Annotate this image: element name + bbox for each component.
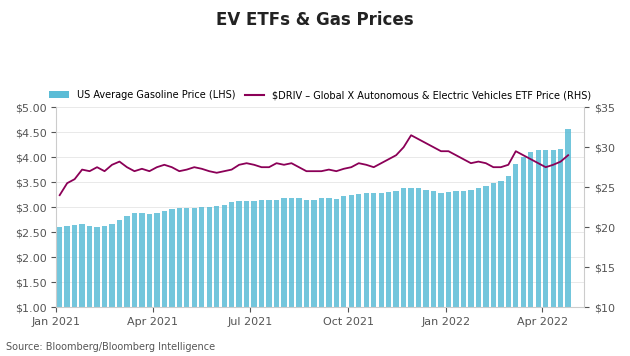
Bar	[491, 183, 496, 356]
Bar	[461, 191, 466, 356]
Bar	[184, 208, 190, 356]
Bar	[311, 200, 316, 356]
Bar	[64, 226, 70, 356]
Bar	[117, 220, 122, 356]
Bar	[124, 216, 130, 356]
Bar	[72, 225, 77, 356]
Bar	[543, 150, 548, 356]
Bar	[408, 188, 414, 356]
Bar	[551, 150, 556, 356]
Bar	[236, 201, 242, 356]
Bar	[132, 213, 137, 356]
Bar	[244, 201, 249, 356]
Bar	[319, 198, 324, 356]
Bar	[282, 198, 287, 356]
Bar	[468, 190, 474, 356]
Bar	[446, 192, 451, 356]
Bar	[326, 198, 331, 356]
Bar	[348, 195, 354, 356]
Bar	[207, 206, 212, 356]
Text: EV ETFs & Gas Prices: EV ETFs & Gas Prices	[216, 11, 414, 29]
Bar	[356, 194, 362, 356]
Bar	[176, 208, 182, 356]
Bar	[364, 193, 369, 356]
Bar	[401, 188, 406, 356]
Bar	[192, 208, 197, 356]
Bar	[274, 200, 279, 356]
Bar	[110, 224, 115, 356]
Bar	[431, 191, 436, 356]
Bar	[506, 176, 511, 356]
Bar	[379, 193, 384, 356]
Bar	[454, 191, 459, 356]
Bar	[371, 193, 376, 356]
Bar	[199, 207, 204, 356]
Bar	[259, 200, 264, 356]
Bar	[476, 188, 481, 356]
Bar	[483, 186, 488, 356]
Bar	[87, 226, 92, 356]
Bar	[438, 193, 444, 356]
Bar	[304, 200, 309, 356]
Bar	[334, 199, 339, 356]
Bar	[566, 129, 571, 356]
Bar	[139, 213, 145, 356]
Bar	[528, 152, 534, 356]
Bar	[102, 226, 107, 356]
Bar	[79, 224, 85, 356]
Bar	[513, 164, 518, 356]
Bar	[251, 201, 257, 356]
Bar	[394, 191, 399, 356]
Bar	[147, 214, 152, 356]
Bar	[229, 202, 234, 356]
Bar	[154, 213, 159, 356]
Text: Source: Bloomberg/Bloomberg Intelligence: Source: Bloomberg/Bloomberg Intelligence	[6, 342, 215, 352]
Bar	[558, 149, 563, 356]
Bar	[296, 198, 302, 356]
Bar	[416, 188, 421, 356]
Legend: US Average Gasoline Price (LHS), $DRIV – Global X Autonomous & Electric Vehicles: US Average Gasoline Price (LHS), $DRIV –…	[45, 86, 595, 104]
Bar	[214, 206, 219, 356]
Bar	[169, 209, 175, 356]
Bar	[57, 227, 62, 356]
Bar	[222, 205, 227, 356]
Bar	[498, 181, 503, 356]
Bar	[536, 150, 541, 356]
Bar	[341, 196, 347, 356]
Bar	[162, 211, 167, 356]
Bar	[266, 200, 272, 356]
Bar	[386, 192, 391, 356]
Bar	[289, 198, 294, 356]
Bar	[94, 227, 100, 356]
Bar	[520, 157, 526, 356]
Bar	[423, 190, 429, 356]
